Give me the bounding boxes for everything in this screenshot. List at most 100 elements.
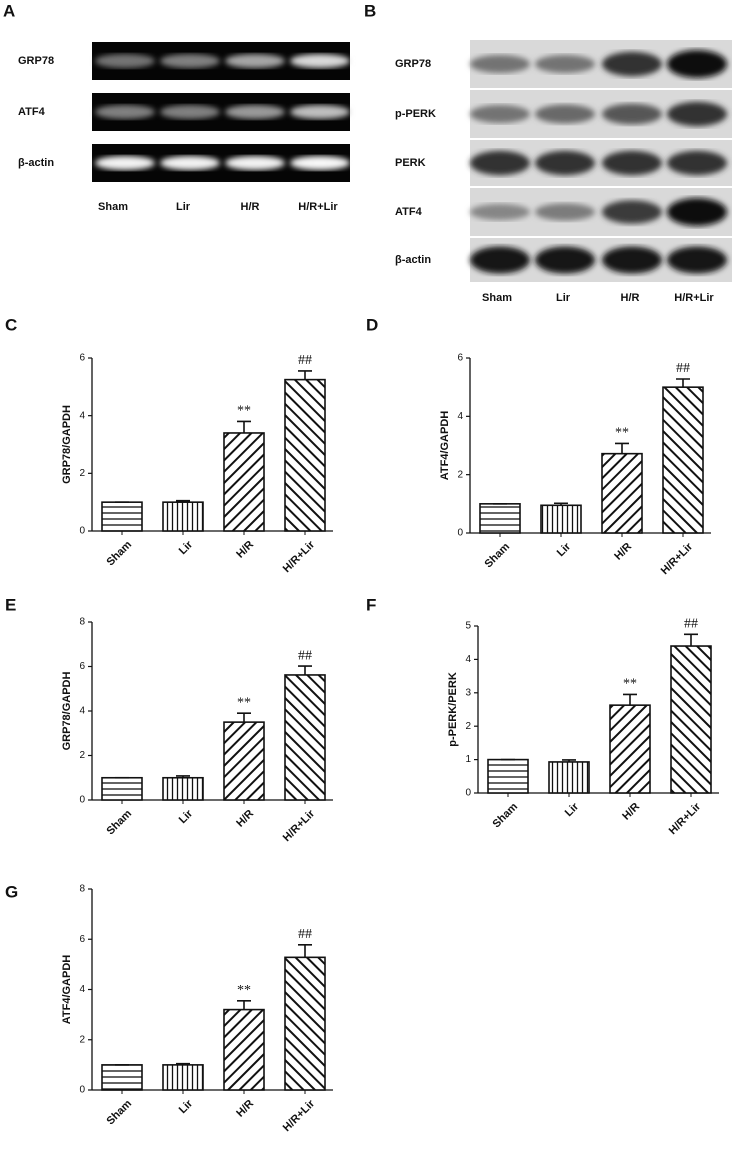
- error-bar: [237, 1000, 251, 1010]
- x-tick-label: Sham: [490, 801, 520, 831]
- gel-band: [225, 105, 285, 119]
- lane-label: Sham: [98, 201, 128, 213]
- bar: [601, 452, 643, 534]
- error-bar: [676, 378, 690, 388]
- gel-band: [290, 105, 350, 119]
- bar: [540, 504, 582, 534]
- y-tick-label: 4: [465, 654, 471, 665]
- y-tick-label: 6: [79, 353, 85, 364]
- lane-label: H/R+Lir: [298, 201, 338, 213]
- y-tick-label: 0: [465, 788, 471, 799]
- x-tick-label: Lir: [563, 800, 582, 819]
- y-tick-label: 4: [79, 410, 85, 421]
- blot-band: [602, 246, 662, 274]
- y-tick-label: 4: [79, 706, 85, 717]
- y-tick-label: 4: [79, 984, 85, 995]
- y-tick-label: 8: [79, 884, 85, 895]
- significance-marker: ##: [298, 353, 312, 368]
- y-tick-label: 2: [79, 1034, 85, 1045]
- bar: [548, 761, 590, 794]
- error-bar: [298, 370, 312, 380]
- gel-band: [225, 54, 285, 68]
- x-tick-label: H/R: [612, 541, 634, 563]
- blot-band: [667, 50, 727, 78]
- error-bar: [623, 693, 637, 706]
- blot-band: [470, 54, 530, 74]
- significance-marker: **: [237, 695, 251, 710]
- blot-band: [602, 200, 662, 224]
- row-label: β-actin: [395, 254, 431, 266]
- y-tick-label: 0: [79, 1085, 85, 1096]
- gel-band: [95, 105, 155, 119]
- error-bar: [237, 712, 251, 723]
- blot-band: [602, 103, 662, 125]
- y-axis-label: ATF4/GAPDH: [439, 411, 451, 481]
- blot-band: [667, 150, 727, 176]
- lane-label: H/R: [241, 201, 260, 213]
- bar: [479, 503, 521, 534]
- y-axis-label: GRP78/GAPDH: [61, 405, 73, 484]
- gel-band: [290, 54, 350, 68]
- panel-letter: G: [5, 882, 18, 901]
- blot-band: [470, 246, 530, 274]
- x-tick-label: H/R: [234, 539, 256, 561]
- lane-label: H/R+Lir: [674, 292, 714, 304]
- panel-letter: C: [5, 315, 17, 334]
- y-tick-label: 5: [465, 621, 471, 632]
- panel-letter: A: [3, 1, 15, 20]
- x-tick-label: H/R: [620, 801, 642, 823]
- x-tick-label: H/R+Lir: [659, 540, 696, 577]
- y-tick-label: 4: [457, 411, 463, 422]
- blot-band: [602, 150, 662, 176]
- x-tick-label: Lir: [177, 538, 196, 557]
- x-tick-label: Sham: [104, 808, 134, 838]
- significance-marker: **: [615, 426, 629, 441]
- blot-band: [535, 104, 595, 124]
- lane-label: Sham: [482, 292, 512, 304]
- significance-marker: **: [237, 983, 251, 998]
- error-bar: [615, 442, 629, 454]
- row-label: p-PERK: [395, 108, 436, 120]
- panel-letter: F: [366, 595, 376, 614]
- blot-band: [667, 101, 727, 127]
- error-bar: [562, 759, 576, 762]
- x-tick-label: Sham: [104, 539, 134, 569]
- blot-band: [470, 104, 530, 124]
- x-tick-label: Sham: [104, 1098, 134, 1128]
- y-tick-label: 2: [79, 750, 85, 761]
- panel-letter: D: [366, 315, 378, 334]
- x-tick-label: H/R+Lir: [281, 1097, 318, 1134]
- y-axis-label: p-PERK/PERK: [447, 672, 459, 747]
- bar: [487, 758, 529, 794]
- y-axis-label: GRP78/GAPDH: [61, 672, 73, 751]
- bar: [284, 378, 326, 532]
- gel-band: [160, 105, 220, 119]
- x-tick-label: Lir: [177, 807, 196, 826]
- error-bar: [298, 943, 312, 958]
- significance-marker: **: [623, 677, 637, 692]
- x-tick-label: H/R+Lir: [281, 807, 318, 844]
- bar: [609, 704, 651, 794]
- lane-label: H/R: [621, 292, 640, 304]
- error-bar: [237, 420, 251, 433]
- bar: [223, 432, 265, 532]
- significance-marker: ##: [684, 617, 698, 632]
- gel-band: [160, 54, 220, 68]
- bar: [284, 674, 326, 801]
- significance-marker: **: [237, 404, 251, 419]
- panel-letter: B: [364, 1, 376, 20]
- row-label: GRP78: [18, 55, 54, 67]
- x-tick-label: H/R+Lir: [667, 800, 704, 837]
- error-bar: [176, 499, 190, 503]
- y-tick-label: 0: [79, 795, 85, 806]
- x-tick-label: H/R: [234, 808, 256, 830]
- panel-letter: E: [5, 595, 16, 614]
- y-tick-label: 0: [79, 526, 85, 537]
- y-tick-label: 6: [79, 934, 85, 945]
- error-bar: [684, 633, 698, 647]
- x-tick-label: Lir: [177, 1097, 196, 1116]
- x-tick-label: H/R: [234, 1098, 256, 1120]
- error-bar: [176, 1062, 190, 1065]
- bar: [101, 776, 143, 801]
